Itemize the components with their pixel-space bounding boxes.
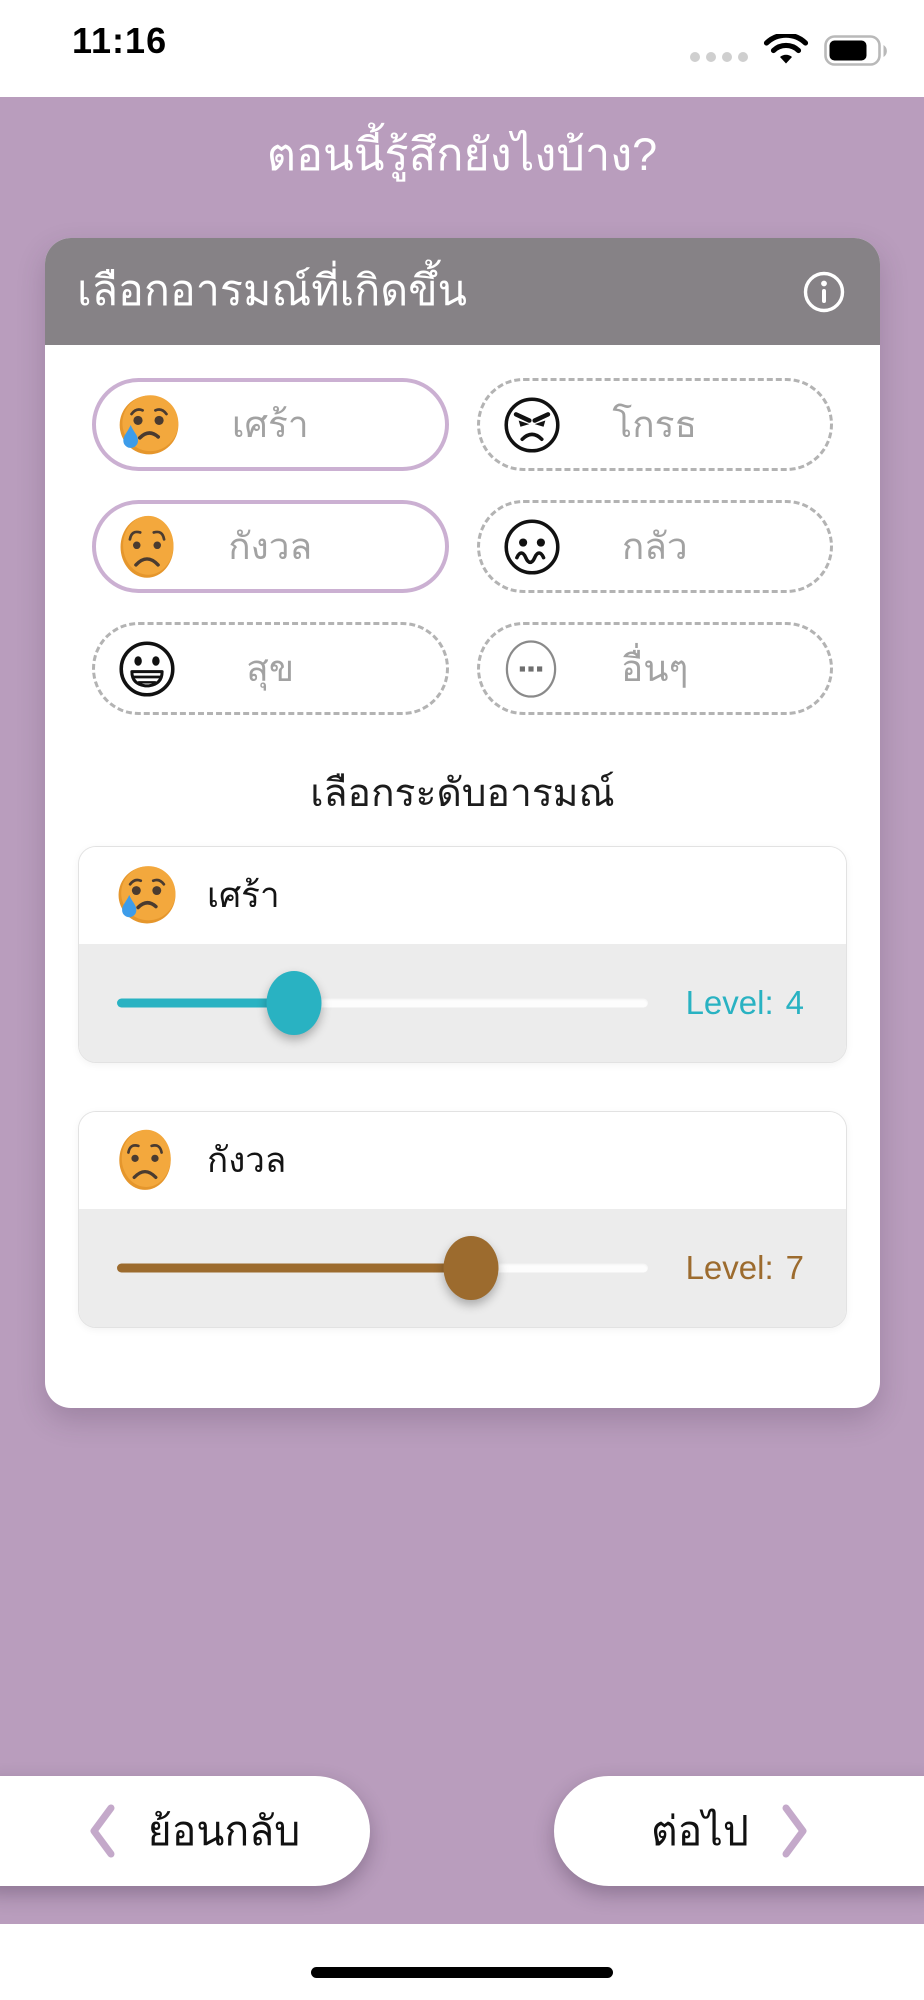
slider-row: Level: 4 xyxy=(79,943,846,1062)
emotion-button-sad[interactable]: เศร้า xyxy=(92,378,449,471)
sad-crying-emoji xyxy=(116,389,182,461)
slider-label-row: กังวล xyxy=(79,1111,846,1209)
battery-icon xyxy=(824,35,890,67)
scared-face-outline-icon xyxy=(500,511,566,583)
slider-thumb[interactable] xyxy=(266,970,322,1035)
cellular-signal-icon xyxy=(690,52,748,62)
slider-emotion-name: เศร้า xyxy=(207,875,280,915)
slider-track-fill xyxy=(117,998,294,1008)
page-title: ตอนนี้รู้สึกยังไงบ้าง? xyxy=(266,129,658,180)
emotion-button-anxious[interactable]: กังวล xyxy=(92,500,449,593)
emotion-label: กลัว xyxy=(621,526,688,567)
emotion-label: โกรธ xyxy=(612,404,698,445)
wifi-icon xyxy=(763,34,809,68)
slider-card-sad: เศร้า Level: 4 xyxy=(78,845,847,1063)
slider-card-anxious: กังวล Level: 7 xyxy=(78,1110,847,1328)
level-slider[interactable] xyxy=(117,968,648,1038)
emotion-button-other[interactable]: อื่นๆ xyxy=(476,622,833,715)
next-button[interactable]: ต่อไป xyxy=(554,1776,924,1886)
emotion-label: เศร้า xyxy=(231,404,309,445)
level-value: Level: 7 xyxy=(685,1248,804,1286)
grinning-face-outline-icon xyxy=(115,633,181,705)
slider-track-fill xyxy=(117,1263,471,1273)
status-icons xyxy=(690,34,890,68)
slider-label-row: เศร้า xyxy=(79,846,846,944)
emotion-card: เลือกอารมณ์ที่เกิดขึ้น xyxy=(45,238,880,1408)
mood-screen: ตอนนี้รู้สึกยังไงบ้าง? เลือกอารมณ์ที่เกิ… xyxy=(0,97,924,1924)
bottom-strip xyxy=(0,1924,924,2000)
emotion-button-fear[interactable]: กลัว xyxy=(476,500,833,593)
slider-row: Level: 7 xyxy=(79,1208,846,1327)
slider-track xyxy=(117,998,648,1008)
home-indicator[interactable] xyxy=(311,1967,613,1978)
status-time: 11:16 xyxy=(72,20,168,61)
emotion-label: อื่นๆ xyxy=(621,648,689,689)
chevron-right-icon xyxy=(779,1802,811,1860)
status-bar: 11:16 xyxy=(0,0,924,97)
level-section-heading: เลือกระดับอารมณ์ xyxy=(310,772,615,815)
emotion-grid: เศร้า โกรธ xyxy=(45,345,880,715)
worried-emoji xyxy=(115,1124,179,1196)
level-slider[interactable] xyxy=(117,1233,648,1303)
emotion-card-header: เลือกอารมณ์ที่เกิดขึ้น xyxy=(45,238,880,345)
slider-emotion-name: กังวล xyxy=(207,1140,287,1180)
slider-thumb[interactable] xyxy=(443,1235,499,1300)
emotion-card-title: เลือกอารมณ์ที่เกิดขึ้น xyxy=(77,266,468,315)
back-button[interactable]: ย้อนกลับ xyxy=(0,1776,370,1886)
ellipsis-face-icon xyxy=(500,633,566,705)
emotion-label: สุข xyxy=(246,648,295,689)
worried-emoji xyxy=(116,511,182,583)
emotion-label: กังวล xyxy=(228,526,313,567)
info-icon[interactable] xyxy=(800,268,848,316)
next-button-label: ต่อไป xyxy=(651,1807,749,1854)
angry-face-outline-icon xyxy=(500,389,566,461)
back-button-label: ย้อนกลับ xyxy=(147,1807,301,1854)
chevron-left-icon xyxy=(86,1802,118,1860)
level-value: Level: 4 xyxy=(685,983,804,1021)
sad-crying-emoji xyxy=(115,859,179,931)
emotion-button-angry[interactable]: โกรธ xyxy=(476,378,833,471)
emotion-button-happy[interactable]: สุข xyxy=(92,622,449,715)
